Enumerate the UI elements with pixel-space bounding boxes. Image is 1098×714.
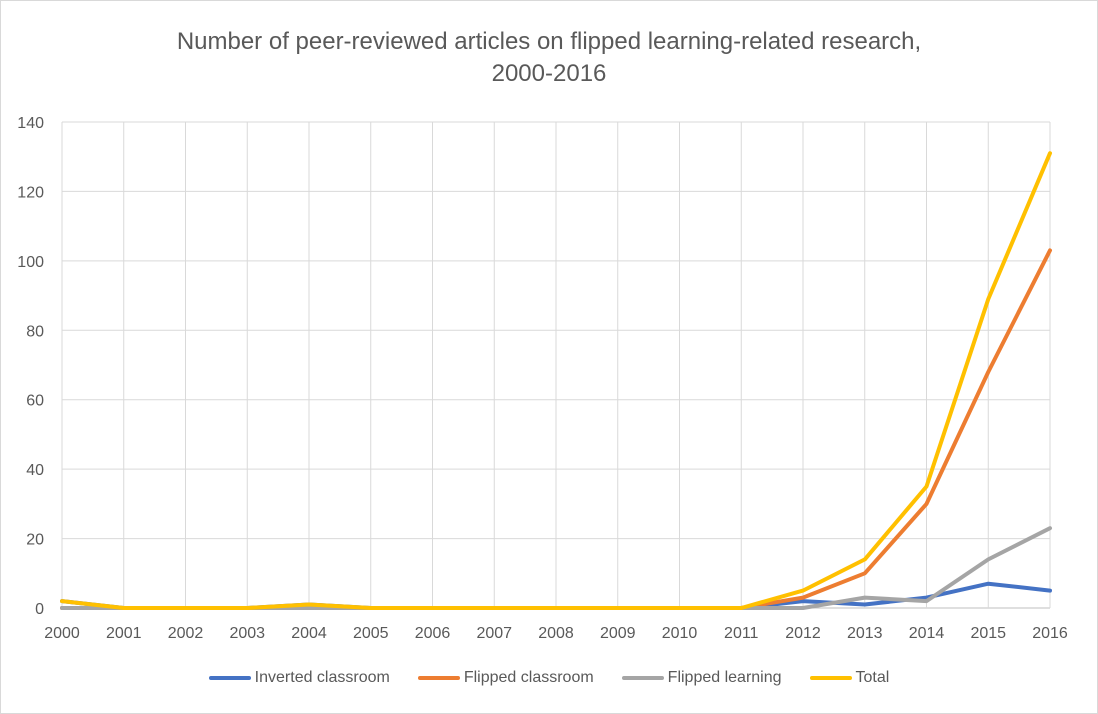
series-line-total <box>60 151 1052 610</box>
x-tick-label: 2007 <box>476 625 512 642</box>
x-tick-label: 2000 <box>44 625 80 642</box>
chart-title: Number of peer-reviewed articles on flip… <box>0 26 1098 90</box>
legend-swatch <box>208 676 251 680</box>
legend-swatch <box>621 676 664 680</box>
x-tick-label: 2009 <box>600 625 636 642</box>
legend-label: Inverted classroom <box>254 669 390 686</box>
y-axis-ticks: 0 20 40 60 80 100 120 140 <box>17 115 44 618</box>
x-tick-label: 2006 <box>415 625 451 642</box>
x-tick-label: 2003 <box>229 625 265 642</box>
y-tick-label: 140 <box>17 115 44 132</box>
legend-label: Flipped learning <box>667 669 782 686</box>
x-axis-ticks: 2000 2001 2002 2003 2004 2005 2006 2007 2008 2009… <box>44 625 1068 642</box>
y-tick-label: 40 <box>26 462 44 479</box>
legend-item-flipped-classroom: Flipped classroom <box>417 669 594 687</box>
legend-swatch <box>809 676 852 680</box>
x-tick-label: 2010 <box>662 625 698 642</box>
x-tick-label: 2016 <box>1032 625 1068 642</box>
x-tick-label: 2004 <box>291 625 327 642</box>
y-tick-label: 0 <box>35 601 44 618</box>
chart-title-line-1: Number of peer-reviewed articles on flip… <box>176 28 922 55</box>
y-tick-label: 80 <box>26 323 44 340</box>
y-tick-label: 100 <box>17 254 44 271</box>
x-tick-label: 2013 <box>847 625 883 642</box>
x-tick-label: 2012 <box>785 625 821 642</box>
x-tick-label: 2015 <box>970 625 1006 642</box>
legend-label: Flipped classroom <box>463 669 594 686</box>
x-tick-label: 2008 <box>538 625 574 642</box>
legend-item-inverted-classroom: Inverted classroom <box>208 669 390 687</box>
chart-title-line-2: 2000-2016 <box>491 60 607 87</box>
x-tick-label: 2011 <box>724 625 759 642</box>
x-tick-label: 2005 <box>353 625 389 642</box>
legend-item-total: Total <box>809 669 890 687</box>
legend-swatch <box>417 676 460 680</box>
x-tick-label: 2002 <box>168 625 204 642</box>
legend: Inverted classroom Flipped classroom Flipp… <box>0 664 1098 692</box>
legend-item-flipped-learning: Flipped learning <box>621 669 782 687</box>
series-lines <box>60 151 1052 610</box>
y-tick-label: 60 <box>26 393 44 410</box>
x-tick-label: 2001 <box>106 625 142 642</box>
y-tick-label: 20 <box>26 532 44 549</box>
y-tick-label: 120 <box>17 184 44 201</box>
x-tick-label: 2014 <box>909 625 945 642</box>
gridlines <box>61 121 1051 609</box>
legend-label: Total <box>855 669 890 686</box>
